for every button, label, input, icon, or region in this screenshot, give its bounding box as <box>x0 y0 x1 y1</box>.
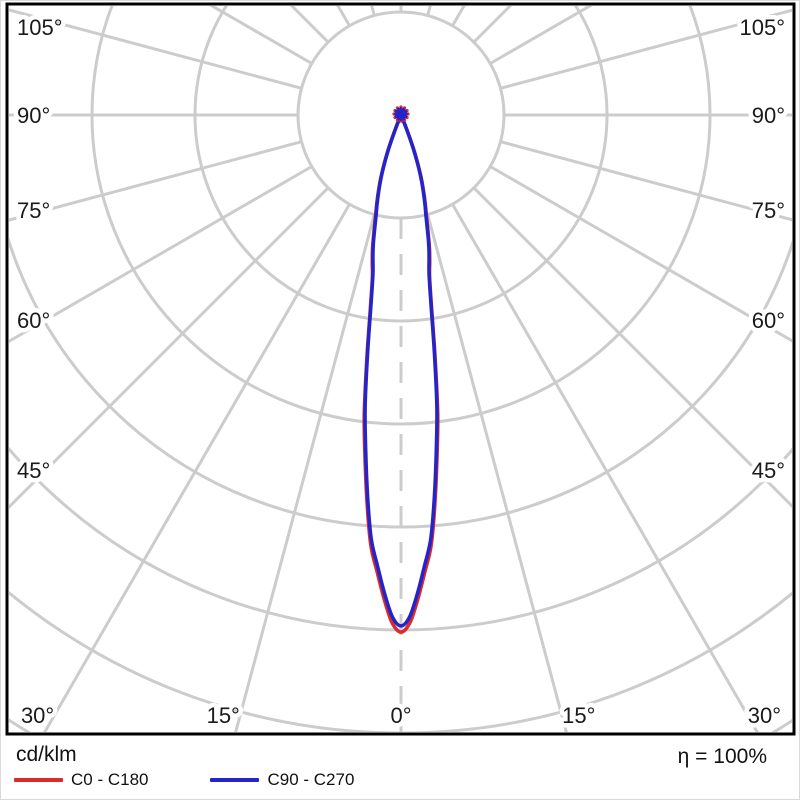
angle-label: 15° <box>562 703 595 728</box>
intensity-curves <box>362 113 440 634</box>
grid-radial-line <box>500 8 792 90</box>
polar-intensity-chart: 0° 15° 15° 30° 30° 45° 45° 60° 60° 75° 75° 90° 90° 10… <box>1 1 799 741</box>
angle-label: 60° <box>752 308 785 333</box>
grid-radial-line <box>209 6 313 65</box>
grid-radial-line <box>43 203 351 732</box>
grid-radial-line <box>234 214 376 732</box>
angle-label: 75° <box>17 198 50 223</box>
grid-radial-line <box>9 186 330 510</box>
angle-label: 45° <box>752 458 785 483</box>
angle-label: 30° <box>21 703 54 728</box>
grid-radial-line <box>472 186 792 509</box>
angle-label: 30° <box>748 703 781 728</box>
curve-c90-c270 <box>363 113 439 628</box>
legend-entry-c0-c180: C0 - C180 <box>14 770 148 790</box>
legend-label-c90-c270: C90 - C270 <box>267 770 355 789</box>
angle-label: 90° <box>17 103 50 128</box>
grid-radial-line <box>9 165 313 344</box>
grid-radial-line <box>426 214 568 732</box>
angle-label: 45° <box>17 458 50 483</box>
angle-label: 90° <box>752 103 785 128</box>
grid-radial-line <box>489 6 593 65</box>
unit-label: cd/klm <box>16 743 77 766</box>
angle-label: 105° <box>739 15 785 40</box>
grid-radial-line <box>489 165 792 343</box>
grid-radial-line <box>500 140 792 222</box>
plot-border <box>5 2 796 736</box>
c0-c180-line-swatch <box>14 778 63 782</box>
grid-radial-line <box>451 203 759 732</box>
polar-chart-svg: 0° 15° 15° 30° 30° 45° 45° 60° 60° 75° 75° 90° 90° 10… <box>5 2 796 736</box>
legend-label-c0-c180: C0 - C180 <box>71 770 149 789</box>
legend: C0 - C180 C90 - C270 <box>14 770 406 790</box>
angle-label: 75° <box>752 198 785 223</box>
chart-footer: cd/klm η = 100% C0 - C180 C90 - C270 <box>1 737 799 799</box>
polar-grid <box>9 6 792 732</box>
c90-c270-line-swatch <box>210 778 260 782</box>
angle-label: 60° <box>17 308 50 333</box>
grid-radial-line <box>9 8 302 90</box>
angle-label: 0° <box>390 703 411 728</box>
efficiency-label: η = 100% <box>677 745 767 768</box>
legend-entry-c90-c270: C90 - C270 <box>210 770 354 790</box>
angle-label: 15° <box>207 703 240 728</box>
angle-label: 105° <box>17 15 63 40</box>
grid-radial-line <box>9 140 302 222</box>
peak-marker-star-blue <box>394 107 408 121</box>
angle-labels: 0° 15° 15° 30° 30° 45° 45° 60° 60° 75° 75° 90° 90° 10… <box>13 11 790 733</box>
